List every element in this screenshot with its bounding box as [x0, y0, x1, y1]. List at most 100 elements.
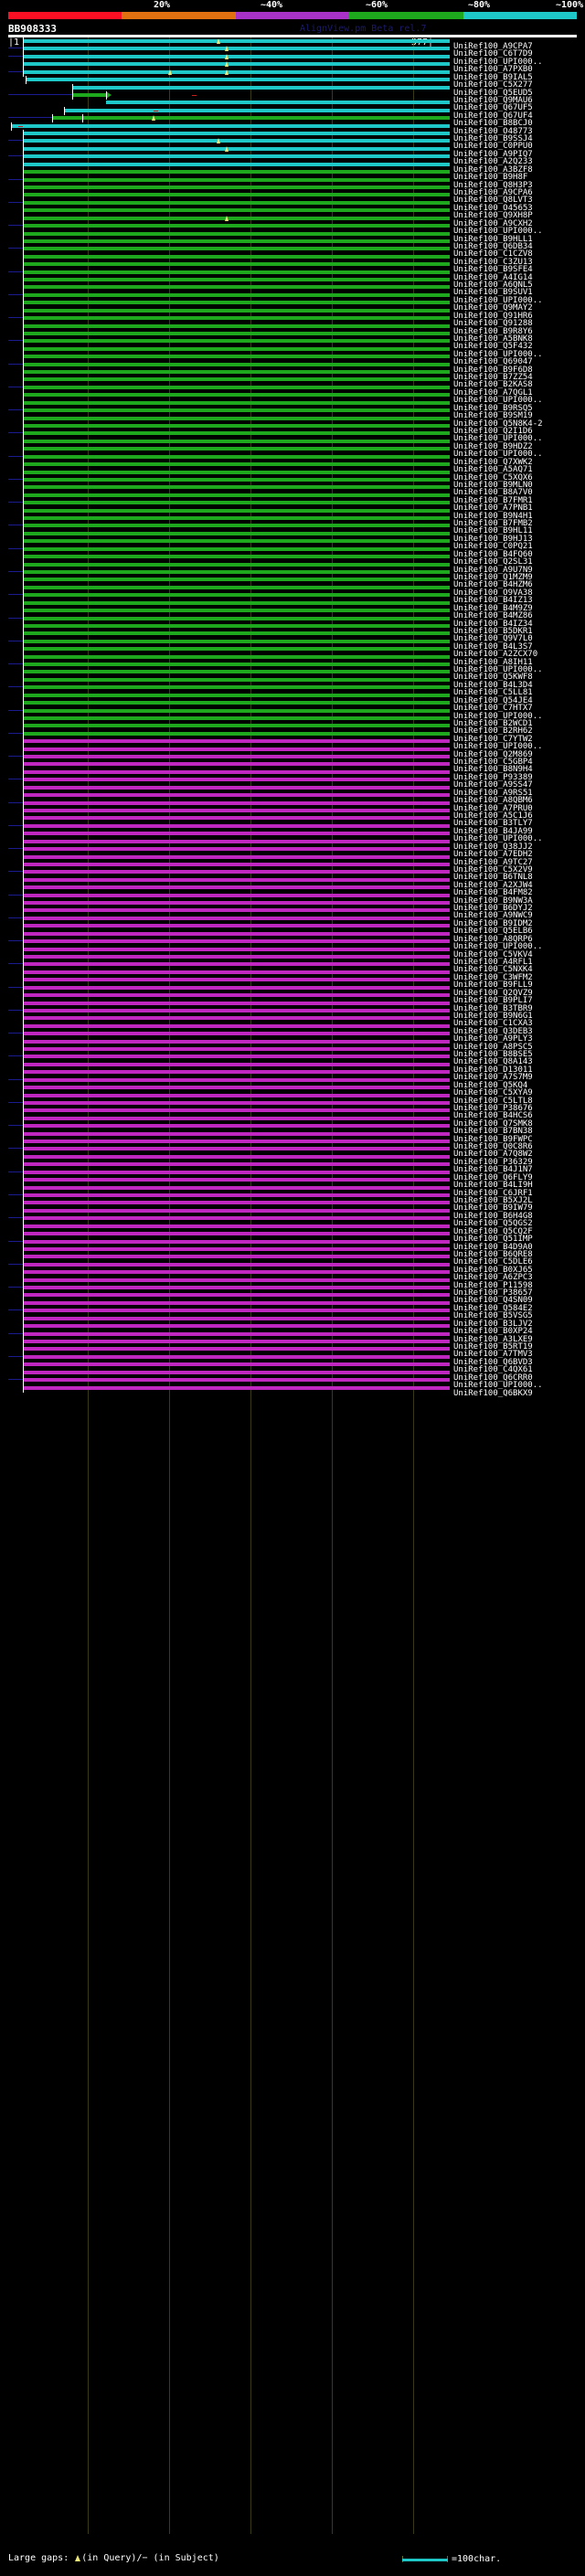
hit-segment[interactable]: [23, 193, 450, 196]
hit-segment[interactable]: [23, 824, 450, 828]
hit-segment[interactable]: [106, 101, 450, 104]
hit-id-label[interactable]: UniRef100_C1CZV8: [453, 249, 533, 259]
hit-row[interactable]: [0, 661, 450, 669]
hit-id-label[interactable]: UniRef100_Q8A143: [453, 1057, 533, 1066]
hit-segment[interactable]: [23, 1063, 450, 1066]
hit-row[interactable]: [0, 861, 450, 869]
hit-id-label[interactable]: UniRef100_Q9MAY2: [453, 303, 533, 313]
hit-id-label[interactable]: UniRef100_B9PLI7: [453, 996, 533, 1005]
hit-row[interactable]: [0, 445, 450, 453]
hit-id-label[interactable]: UniRef100_Q584E2: [453, 1304, 533, 1313]
hit-id-label[interactable]: UniRef100_A7PRU0: [453, 804, 533, 813]
hit-row[interactable]: [0, 1284, 450, 1292]
hit-row[interactable]: [0, 314, 450, 323]
hit-id-label[interactable]: UniRef100_B6H4G8: [453, 1212, 533, 1221]
hit-id-label[interactable]: UniRef100_Q9V7L0: [453, 634, 533, 643]
hit-row[interactable]: [0, 838, 450, 846]
hit-segment[interactable]: [23, 816, 450, 820]
hit-id-label[interactable]: UniRef100_Q91288: [453, 319, 533, 328]
hit-id-label[interactable]: UniRef100_B8A7V0: [453, 488, 533, 497]
hit-id-label[interactable]: UniRef100_O48773: [453, 127, 533, 136]
hit-segment[interactable]: [72, 93, 106, 97]
hit-id-label[interactable]: UniRef100_B8BSE5: [453, 1050, 533, 1059]
hit-id-label[interactable]: UniRef100_B3TLY7: [453, 819, 533, 828]
hit-row[interactable]: [0, 960, 450, 969]
hit-segment[interactable]: [23, 239, 450, 243]
hit-row[interactable]: [0, 776, 450, 784]
hit-row[interactable]: [0, 283, 450, 292]
hit-segment[interactable]: [23, 440, 450, 443]
hit-id-label[interactable]: UniRef100_Q91HR6: [453, 312, 533, 321]
hit-id-label[interactable]: UniRef100_P11598: [453, 1281, 533, 1290]
hit-row[interactable]: [0, 1107, 450, 1115]
hit-segment[interactable]: [23, 39, 450, 43]
hit-id-label[interactable]: UniRef100_B2KAS8: [453, 380, 533, 389]
hit-row[interactable]: [0, 906, 450, 915]
hit-row[interactable]: [0, 60, 450, 69]
hit-id-label[interactable]: UniRef100_B4IZ34: [453, 620, 533, 629]
hit-segment[interactable]: [23, 993, 450, 997]
hit-segment[interactable]: [23, 1270, 450, 1274]
hit-id-label[interactable]: UniRef100_C3ZU13: [453, 258, 533, 267]
hit-segment[interactable]: [23, 1040, 450, 1044]
hit-id-label[interactable]: UniRef100_C7HTX7: [453, 704, 533, 713]
hit-segment[interactable]: [23, 970, 450, 974]
hit-segment[interactable]: [23, 247, 450, 250]
hit-segment[interactable]: [23, 163, 450, 166]
hit-row[interactable]: [0, 299, 450, 307]
hit-id-label[interactable]: UniRef100_B4MZ86: [453, 611, 533, 620]
hit-id-label[interactable]: UniRef100_Q2M869: [453, 750, 533, 759]
hit-segment[interactable]: [23, 778, 450, 781]
hit-row[interactable]: [0, 1007, 450, 1015]
hit-id-label[interactable]: UniRef100_C5NXK4: [453, 965, 533, 974]
hit-row[interactable]: [0, 584, 450, 592]
hit-segment[interactable]: [23, 217, 450, 220]
hit-id-label[interactable]: UniRef100_C4QX61: [453, 1365, 533, 1374]
hit-row[interactable]: [0, 845, 450, 853]
hit-row[interactable]: [0, 1361, 450, 1369]
hit-id-label[interactable]: UniRef100_A8PSC5: [453, 1043, 533, 1052]
hit-id-label[interactable]: UniRef100_B9IDM2: [453, 919, 533, 928]
hit-id-label[interactable]: UniRef100_Q38JJ2: [453, 843, 533, 852]
hit-row[interactable]: [0, 1076, 450, 1085]
hit-id-label[interactable]: UniRef100_B5RT19: [453, 1342, 533, 1352]
hit-id-label[interactable]: UniRef100_C6JRF1: [453, 1189, 533, 1198]
hit-id-label[interactable]: UniRef100_A2ZCX70: [453, 650, 538, 659]
hit-row[interactable]: [0, 153, 450, 161]
hit-segment[interactable]: [23, 417, 450, 420]
hit-segment[interactable]: [23, 355, 450, 358]
hit-row[interactable]: [0, 76, 450, 84]
hit-segment[interactable]: [23, 601, 450, 605]
hit-segment[interactable]: [23, 739, 450, 743]
hit-row[interactable]: [0, 1192, 450, 1200]
hit-id-label[interactable]: UniRef100_A9CPA7: [453, 42, 533, 51]
hit-row[interactable]: [0, 715, 450, 723]
hit-segment[interactable]: [23, 462, 450, 466]
hit-id-label[interactable]: UniRef100_UPI000..: [453, 742, 543, 751]
hit-row[interactable]: [0, 429, 450, 438]
hit-row[interactable]: [0, 499, 450, 507]
hit-segment[interactable]: [23, 570, 450, 574]
hit-id-label[interactable]: UniRef100_B9IW79: [453, 1203, 533, 1213]
hit-row[interactable]: [0, 699, 450, 707]
hit-id-label[interactable]: UniRef100_Q3DEB3: [453, 1027, 533, 1036]
hit-id-label[interactable]: UniRef100_Q1MZM9: [453, 573, 533, 582]
hit-row[interactable]: [0, 753, 450, 761]
hit-segment[interactable]: [23, 1002, 450, 1005]
hit-row[interactable]: [0, 537, 450, 546]
hit-row[interactable]: [0, 546, 450, 554]
hit-id-label[interactable]: UniRef100_B9RSQ5: [453, 404, 533, 413]
hit-id-label[interactable]: UniRef100_Q69047: [453, 357, 533, 366]
hit-row[interactable]: [0, 1045, 450, 1054]
hit-row[interactable]: [0, 191, 450, 199]
hit-segment[interactable]: [23, 948, 450, 951]
hit-segment[interactable]: [23, 647, 450, 651]
hit-segment[interactable]: [23, 363, 450, 366]
hit-segment[interactable]: [23, 1371, 450, 1374]
hit-segment[interactable]: [23, 701, 450, 705]
hit-id-label[interactable]: UniRef100_B9MLN0: [453, 481, 533, 490]
hit-row[interactable]: [0, 323, 450, 331]
hit-segment[interactable]: [23, 878, 450, 882]
hit-row[interactable]: [0, 368, 450, 376]
hit-row[interactable]: [0, 746, 450, 754]
